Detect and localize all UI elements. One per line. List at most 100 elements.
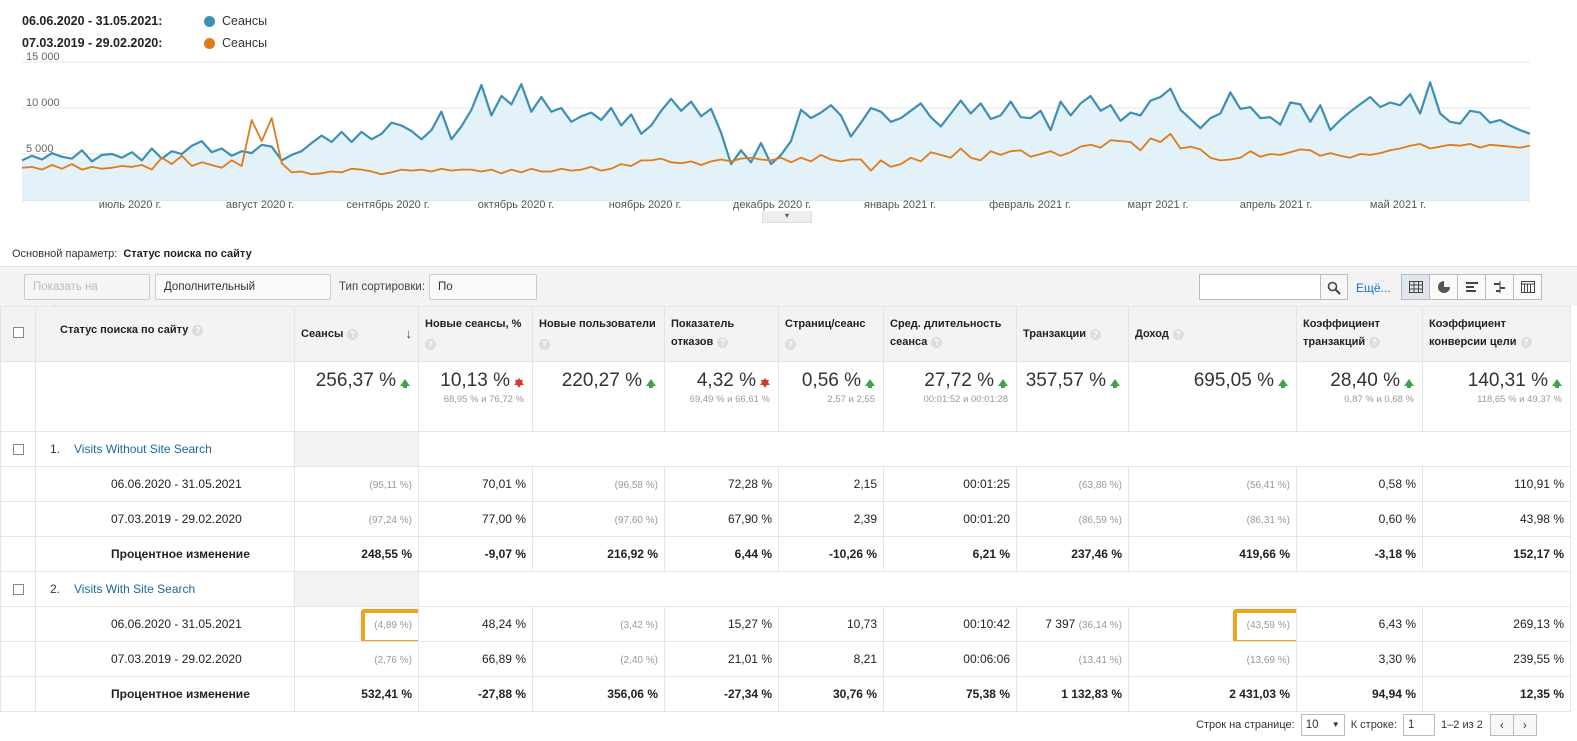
select-all-checkbox[interactable] — [12, 326, 24, 338]
sessions-line-chart[interactable]: 15 000 10 000 5 000 июль 2020 г. август 2020… — [0, 52, 1577, 214]
row-empty-cell — [0, 606, 36, 642]
cell-value: 269,13 % — [1513, 617, 1564, 631]
pivot-view-icon — [1520, 281, 1535, 293]
table-view-button[interactable] — [1401, 274, 1430, 300]
series-line-previous[interactable] — [21, 117, 1531, 176]
group-row: 2. Visits With Site Search — [0, 571, 1571, 607]
x-tick-label: октябрь 2020 г. — [478, 199, 555, 211]
group-label-cell: 1. Visits Without Site Search — [35, 431, 295, 467]
table-cell: 152,17 % — [1422, 536, 1571, 572]
table-cell: (96,58 %) — [532, 466, 665, 502]
col-header-new-sessions[interactable]: Новые сеансы, %? — [418, 306, 533, 362]
row-label: 06.06.2020 - 31.05.2021 — [35, 466, 295, 502]
summary-cell: 695,05 % — [1128, 361, 1297, 432]
cell-value: 110,91 % — [1514, 477, 1564, 491]
y-tick-label: 5 000 — [26, 143, 54, 155]
help-icon[interactable]: ? — [717, 336, 729, 348]
col-header-site-search-status[interactable]: Статус поиска по сайту? — [35, 306, 295, 362]
goto-row-label: К строке: — [1350, 719, 1398, 731]
legend-row-current[interactable]: 06.06.2020 - 31.05.2021: Сеансы — [22, 10, 267, 32]
pie-view-button[interactable] — [1429, 274, 1458, 300]
chart-collapse-tab[interactable]: ▾ — [762, 211, 812, 223]
table-cell: 7 397 (36,14 %) — [1016, 606, 1129, 642]
table-search-input[interactable] — [1199, 274, 1321, 300]
summary-cell: 357,57 % — [1016, 361, 1129, 432]
pivot-view-button[interactable] — [1513, 274, 1542, 300]
col-header-label: Транзакции — [1023, 328, 1087, 340]
cell-value: 12,35 % — [1519, 687, 1564, 701]
col-header-revenue[interactable]: Доход? — [1128, 306, 1297, 362]
cell-value: 6,44 % — [734, 547, 772, 561]
summary-subtext: 69,49 % и 66,61 % — [689, 394, 770, 405]
help-icon[interactable]: ? — [1172, 328, 1184, 340]
help-icon[interactable]: ? — [1090, 328, 1102, 340]
search-button[interactable] — [1320, 274, 1348, 300]
primary-dimension-label: Основной параметр: — [12, 248, 118, 260]
cell-value: 6,21 % — [972, 547, 1010, 561]
table-cell: 94,94 % — [1296, 676, 1423, 712]
help-icon[interactable]: ? — [192, 324, 204, 336]
y-tick-label: 15 000 — [26, 52, 60, 63]
cell-value: 2,15 — [853, 477, 877, 491]
summary-cell: 140,31 % 118,65 % и 49,37 % — [1422, 361, 1571, 432]
sort-desc-icon[interactable]: ↓ — [405, 326, 413, 341]
help-icon[interactable]: ? — [347, 328, 359, 340]
rows-per-page-label: Строк на странице: — [1196, 719, 1295, 731]
rows-per-page-select[interactable]: 10 ▼ — [1300, 714, 1345, 736]
col-header-sessions[interactable]: Сеансы? ↓ — [294, 306, 419, 362]
help-icon[interactable]: ? — [785, 338, 796, 350]
plot-rows-button[interactable]: Показать на графике — [24, 274, 150, 317]
group-cb-cell — [0, 571, 36, 607]
help-icon[interactable]: ? — [1520, 336, 1532, 348]
x-tick-label: февраль 2021 г. — [989, 199, 1071, 211]
table-cell: (63,86 %) — [1016, 466, 1129, 502]
col-header-pages-per-session[interactable]: Страниц/сеанс? — [778, 306, 884, 362]
y-tick-label: 10 000 — [26, 97, 60, 109]
cell-share: (2,40 %) — [620, 655, 658, 666]
col-header-bounce-rate[interactable]: Показатель отказов? — [664, 306, 779, 362]
primary-dimension-value[interactable]: Статус поиска по сайту — [123, 248, 252, 260]
group-name-link[interactable]: Visits Without Site Search — [74, 442, 212, 456]
table-cell: 3,30 % — [1296, 641, 1423, 677]
cell-share: (13,69 %) — [1246, 655, 1290, 666]
table-row: Процентное изменение 248,55 % -9,07 % 216,9… — [0, 536, 1571, 572]
group-name-link[interactable]: Visits With Site Search — [74, 582, 196, 596]
more-link[interactable]: Ещё... — [1356, 281, 1391, 295]
cell-value: 70,01 % — [481, 477, 526, 491]
col-header-transactions[interactable]: Транзакции? — [1016, 306, 1129, 362]
cell-value: 248,55 % — [361, 547, 412, 561]
secondary-dimension-dropdown[interactable]: Дополнительный параметр▼ — [155, 274, 331, 317]
cell-share: (96,58 %) — [614, 480, 658, 491]
table-cell: 43,98 % — [1422, 501, 1571, 537]
help-icon[interactable]: ? — [931, 336, 943, 348]
col-header-new-users[interactable]: Новые пользователи? — [532, 306, 665, 362]
comparison-view-button[interactable] — [1485, 274, 1514, 300]
table-view-icon — [1408, 281, 1423, 293]
table-cell: (13,41 %) — [1016, 641, 1129, 677]
col-header-ecommerce-conversion[interactable]: Коэффициент транзакций? — [1296, 306, 1423, 362]
table-cell: 237,46 % — [1016, 536, 1129, 572]
cell-value: 0,60 % — [1378, 512, 1416, 526]
help-icon[interactable]: ? — [539, 338, 550, 350]
help-icon[interactable]: ? — [425, 338, 436, 350]
summary-cell: 256,37 % — [294, 361, 419, 432]
group-sessions-cell — [294, 431, 419, 467]
arrow-up-icon — [998, 379, 1008, 389]
sort-type-dropdown[interactable]: По умолчанию▼ — [429, 274, 537, 317]
row-checkbox[interactable] — [12, 584, 24, 596]
legend-row-previous[interactable]: 07.03.2019 - 29.02.2020: Сеансы — [22, 32, 267, 54]
page-range: 1–2 из 2 — [1441, 719, 1483, 731]
goto-row-input[interactable]: 1 — [1403, 714, 1436, 736]
cell-value: 419,66 % — [1239, 547, 1290, 561]
col-header-goal-conversion[interactable]: Коэффициент конверсии цели? — [1422, 306, 1571, 362]
prev-page-button[interactable]: ‹ — [1489, 714, 1514, 736]
col-header-avg-session-duration[interactable]: Сред. длительность сеанса? — [883, 306, 1017, 362]
series-area-current — [22, 82, 1530, 200]
performance-view-button[interactable] — [1457, 274, 1486, 300]
next-page-button[interactable]: › — [1512, 714, 1537, 736]
group-filler-cell — [418, 571, 1571, 607]
arrow-down-icon — [760, 377, 770, 388]
help-icon[interactable]: ? — [1369, 336, 1381, 348]
row-checkbox[interactable] — [12, 444, 24, 456]
table-cell: 00:10:42 — [883, 606, 1017, 642]
